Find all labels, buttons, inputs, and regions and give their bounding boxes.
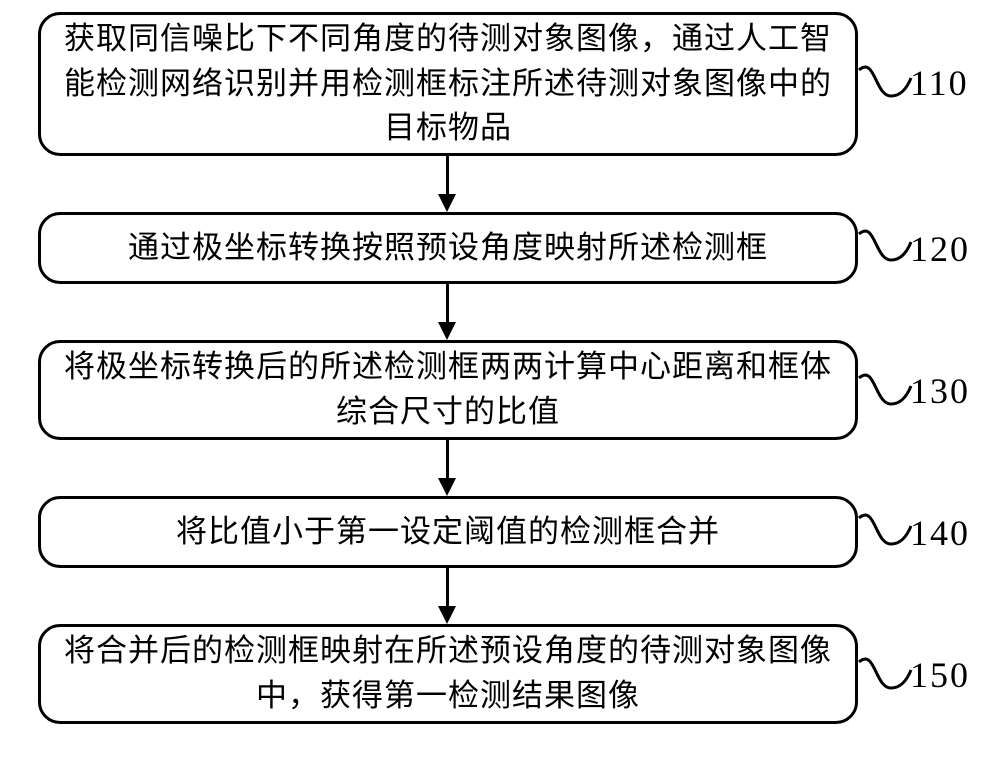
flow-node-label: 110 bbox=[910, 62, 969, 104]
flow-node-text: 获取同信噪比下不同角度的待测对象图像，通过人工智能检测网络识别并用检测框标注所述… bbox=[61, 17, 835, 152]
flowchart-canvas: 获取同信噪比下不同角度的待测对象图像，通过人工智能检测网络识别并用检测框标注所述… bbox=[0, 0, 1000, 780]
connector-curve bbox=[857, 646, 913, 700]
flow-node-text: 将比值小于第一设定阈值的检测框合并 bbox=[176, 510, 720, 555]
flow-node-text: 将极坐标转换后的所述检测框两两计算中心距离和框体综合尺寸的比值 bbox=[61, 345, 835, 435]
flow-arrow-line bbox=[446, 284, 449, 324]
flow-node-label: 140 bbox=[910, 512, 970, 554]
flow-node-label: 120 bbox=[910, 228, 970, 270]
flow-node-n140: 将比值小于第一设定阈值的检测框合并 bbox=[38, 496, 858, 568]
flow-node-label: 130 bbox=[910, 370, 970, 412]
flow-node-n130: 将极坐标转换后的所述检测框两两计算中心距离和框体综合尺寸的比值 bbox=[38, 340, 858, 440]
connector-curve bbox=[857, 362, 913, 416]
flow-arrow-head bbox=[438, 322, 456, 340]
flow-node-text: 通过极坐标转换按照预设角度映射所述检测框 bbox=[128, 226, 768, 271]
flow-arrow-line bbox=[446, 568, 449, 608]
connector-curve bbox=[857, 218, 913, 272]
connector-curve bbox=[857, 54, 913, 108]
flow-node-n110: 获取同信噪比下不同角度的待测对象图像，通过人工智能检测网络识别并用检测框标注所述… bbox=[38, 12, 858, 156]
flow-arrow-head bbox=[438, 606, 456, 624]
flow-node-n120: 通过极坐标转换按照预设角度映射所述检测框 bbox=[38, 212, 858, 284]
flow-arrow-line bbox=[446, 440, 449, 480]
flow-node-label: 150 bbox=[910, 654, 970, 696]
flow-node-n150: 将合并后的检测框映射在所述预设角度的待测对象图像中，获得第一检测结果图像 bbox=[38, 624, 858, 724]
flow-arrow-line bbox=[446, 156, 449, 196]
flow-node-text: 将合并后的检测框映射在所述预设角度的待测对象图像中，获得第一检测结果图像 bbox=[61, 629, 835, 719]
connector-curve bbox=[857, 502, 913, 556]
flow-arrow-head bbox=[438, 194, 456, 212]
flow-arrow-head bbox=[438, 478, 456, 496]
